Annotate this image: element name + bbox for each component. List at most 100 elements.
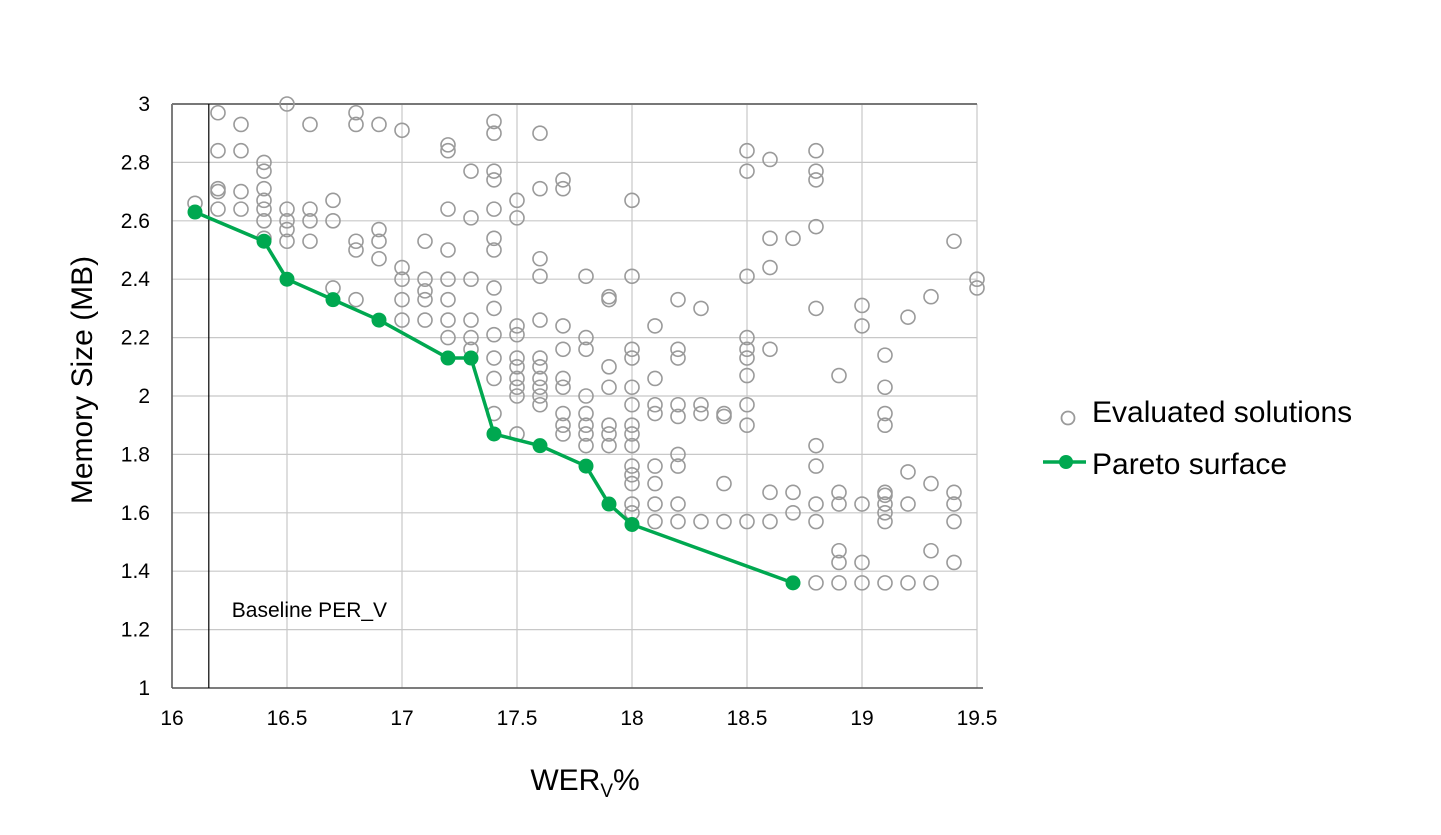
evaluated-solution-point: [969, 280, 985, 296]
evaluated-solution-point: [463, 163, 479, 179]
evaluated-solution-point: [440, 142, 456, 159]
evaluated-solution-point: [601, 426, 617, 442]
evaluated-solution-point: [532, 370, 548, 387]
evaluated-solution-point: [854, 496, 870, 512]
evaluated-solution-point: [624, 417, 640, 434]
evaluated-solution-point: [785, 504, 801, 521]
evaluated-solution-point: [693, 396, 709, 413]
evaluated-solution-point: [394, 271, 410, 288]
x-tick-label: 18.5: [727, 707, 768, 730]
evaluated-solution-point: [739, 367, 755, 384]
evaluated-solution-point: [486, 242, 502, 258]
evaluated-solution-point: [877, 487, 893, 504]
evaluated-solution-point: [877, 405, 893, 422]
x-tick-label: 17.5: [497, 707, 538, 730]
evaluated-solution-point: [394, 312, 410, 328]
evaluated-solution-point: [440, 242, 456, 258]
evaluated-solution-point: [693, 300, 709, 317]
x-tick-label: 19.5: [957, 707, 998, 730]
evaluated-solution-point: [716, 513, 732, 530]
evaluated-solution-point: [624, 437, 640, 454]
evaluated-solution-point: [532, 379, 548, 396]
pareto-point: [463, 350, 479, 366]
evaluated-solution-point: [578, 426, 594, 442]
evaluated-solution-point: [348, 104, 364, 121]
evaluated-solution-point: [670, 341, 686, 358]
y-tick-label: 1.2: [121, 619, 150, 642]
evaluated-solution-point: [624, 426, 640, 442]
evaluated-solution-point: [256, 154, 272, 171]
evaluated-solution-point: [555, 318, 571, 334]
evaluated-solution-point: [739, 396, 755, 413]
evaluated-solution-point: [601, 379, 617, 396]
evaluated-solution-point: [555, 426, 571, 442]
evaluated-solution-point: [739, 163, 755, 179]
evaluated-solution-point: [601, 291, 617, 308]
evaluated-solution-point: [831, 367, 847, 384]
x-tick-label: 16: [160, 707, 183, 730]
evaluated-solution-point: [739, 268, 755, 285]
evaluated-solution-point: [877, 347, 893, 363]
evaluated-solution-point: [877, 504, 893, 521]
evaluated-solution-point: [624, 458, 640, 474]
evaluated-solution-point: [647, 458, 663, 474]
evaluated-solution-point: [210, 180, 226, 197]
y-tick-label: 1.4: [121, 560, 151, 583]
evaluated-solution-point: [578, 405, 594, 422]
pareto-point: [601, 496, 617, 512]
evaluated-solution-point: [808, 513, 824, 530]
evaluated-solution-point: [417, 233, 433, 250]
evaluated-solution-point: [463, 210, 479, 226]
evaluated-solutions-series: [187, 96, 985, 591]
evaluated-solution-point: [440, 137, 456, 153]
evaluated-solution-point: [670, 408, 686, 425]
evaluated-solution-point: [670, 496, 686, 512]
x-axis-title-suffix: %: [613, 764, 640, 797]
legend-pareto-marker: [1059, 455, 1073, 469]
evaluated-solution-point: [877, 379, 893, 396]
evaluated-solution-point: [946, 554, 962, 571]
evaluated-solution-point: [877, 417, 893, 434]
evaluated-solution-point: [509, 192, 525, 209]
evaluated-solution-point: [647, 475, 663, 492]
evaluated-solution-point: [946, 513, 962, 530]
pareto-point: [256, 233, 272, 249]
evaluated-solution-point: [348, 291, 364, 308]
y-tick-label: 1.6: [121, 502, 150, 525]
pareto-point: [187, 204, 203, 220]
evaluated-solution-point: [302, 201, 318, 217]
evaluated-solution-point: [417, 283, 433, 299]
evaluated-solution-point: [371, 221, 387, 238]
pareto-point: [532, 438, 548, 454]
pareto-point: [371, 312, 387, 328]
evaluated-solution-point: [555, 417, 571, 434]
evaluated-solution-point: [647, 396, 663, 413]
legend-evaluated-label: Evaluated solutions: [1092, 396, 1352, 429]
evaluated-solution-point: [532, 396, 548, 413]
evaluated-solution-point: [624, 341, 640, 358]
evaluated-solution-point: [486, 113, 502, 130]
evaluated-solution-point: [923, 575, 939, 591]
evaluated-solution-point: [440, 201, 456, 217]
evaluated-solution-point: [532, 268, 548, 285]
evaluated-solution-point: [509, 350, 525, 366]
evaluated-solution-point: [877, 575, 893, 591]
evaluated-solution-point: [808, 496, 824, 512]
evaluated-solution-point: [785, 484, 801, 501]
evaluated-solution-point: [739, 417, 755, 434]
evaluated-solution-point: [486, 280, 502, 296]
pareto-point: [785, 575, 801, 591]
evaluated-solution-point: [877, 496, 893, 512]
evaluated-solution-point: [854, 575, 870, 591]
evaluated-solution-point: [601, 437, 617, 454]
evaluated-solution-point: [808, 300, 824, 317]
evaluated-solution-point: [670, 513, 686, 530]
evaluated-solution-point: [946, 233, 962, 250]
evaluated-solution-point: [647, 513, 663, 530]
evaluated-solution-point: [601, 288, 617, 305]
pareto-surface-series: [187, 204, 801, 591]
evaluated-solution-point: [256, 201, 272, 217]
y-tick-label: 1: [138, 677, 150, 700]
evaluated-solution-point: [670, 396, 686, 413]
x-axis-title-main: WER: [530, 764, 600, 797]
